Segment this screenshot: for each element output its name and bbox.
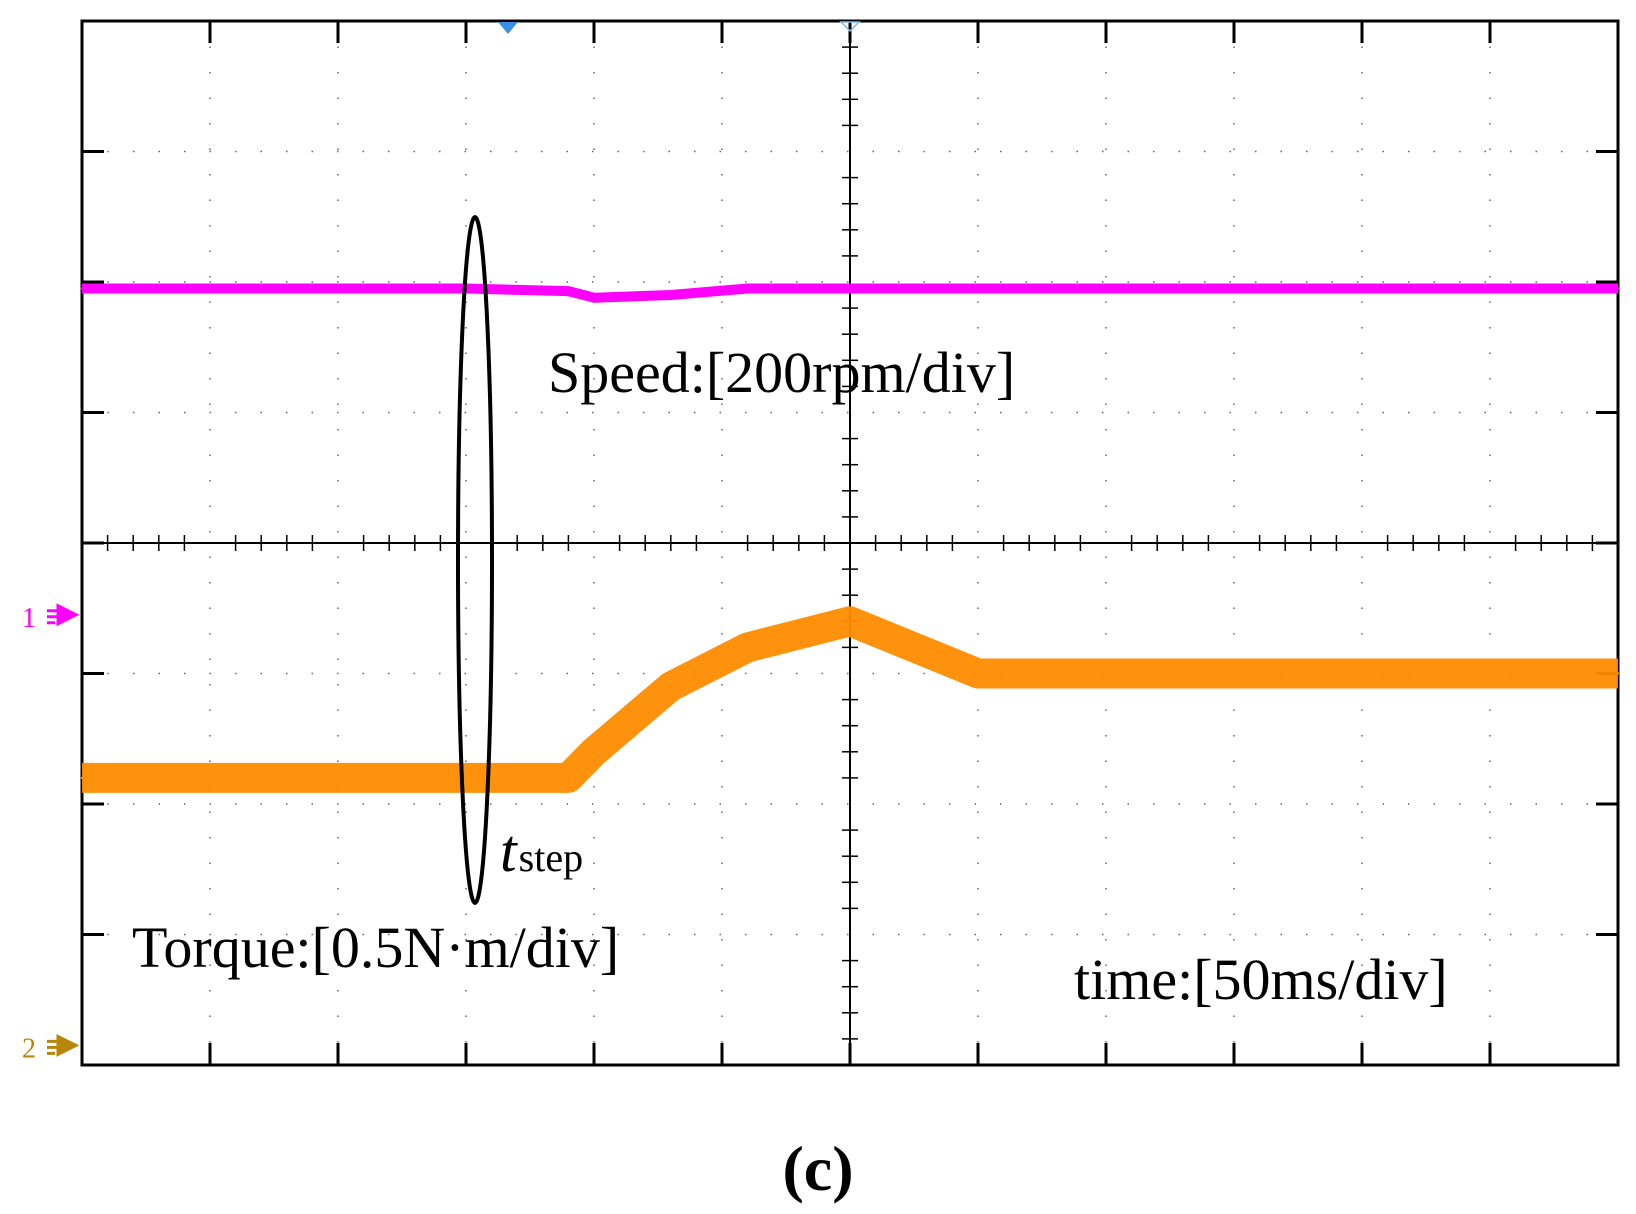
step-time-subscript: step [519, 835, 583, 880]
channel-2-ground-arrow-icon [47, 1034, 80, 1057]
torque-data-point [567, 776, 570, 780]
step-time-symbol: t [500, 818, 518, 884]
speed-scale-label: Speed:[200rpm/div] [548, 340, 1015, 405]
torque-data-point [746, 646, 749, 649]
speed-data-point [80, 287, 84, 290]
torque-data-point [336, 776, 340, 780]
speed-data-point [669, 293, 672, 297]
trigger-position-marker [498, 22, 518, 34]
torque-data-point [592, 750, 596, 753]
torque-data-point [464, 776, 468, 780]
torque-data-point [1232, 672, 1236, 675]
torque-scale-label: Torque:[0.5N·m/div] [132, 915, 619, 980]
torque-data-point [80, 776, 84, 780]
speed-data-point [208, 287, 212, 290]
channel-1-ground-arrow-icon [47, 603, 80, 627]
speed-data-point [567, 289, 570, 293]
speed-data-point [746, 287, 749, 290]
step-highlight-ellipse [456, 215, 494, 905]
step-time-label: tstep [500, 818, 583, 884]
speed-data-point [592, 296, 596, 299]
speed-data-point [1360, 287, 1364, 290]
time-reference-marker [839, 21, 861, 33]
speed-data-point [1488, 287, 1492, 290]
torque-data-point [1360, 672, 1364, 675]
torque-data-point [848, 620, 852, 623]
time-scale-label: time:[50ms/div] [1074, 947, 1448, 1012]
speed-data-point [336, 287, 340, 290]
speed-data-point [1616, 287, 1620, 290]
torque-data-point [208, 776, 212, 780]
figure-caption: (c) [782, 1133, 853, 1204]
channel-1-label: 1 [22, 603, 36, 634]
speed-data-point [848, 287, 852, 290]
traces [80, 283, 1620, 793]
channel-markers: 12 [22, 603, 80, 1064]
speed-data-point [1232, 287, 1236, 290]
torque-data-point [1104, 672, 1108, 675]
speed-data-point [976, 287, 980, 290]
torque-data-point [669, 685, 672, 688]
torque-data-point [976, 672, 980, 675]
channel-2-label: 2 [22, 1033, 36, 1064]
speed-data-point [1104, 287, 1108, 290]
torque-data-point [1616, 672, 1620, 675]
grid [82, 21, 1618, 1065]
torque-data-point [1488, 672, 1492, 675]
